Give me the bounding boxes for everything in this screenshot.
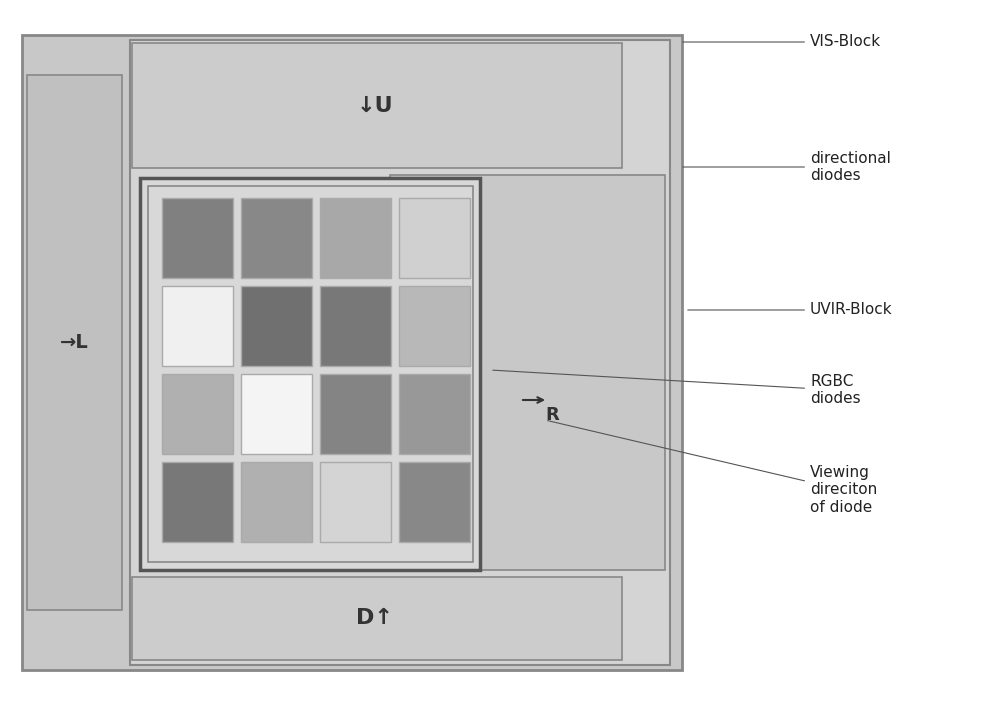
Bar bbox=[320, 374, 391, 454]
Bar bbox=[27, 75, 122, 610]
Bar bbox=[241, 286, 312, 366]
Bar bbox=[241, 198, 312, 278]
Bar bbox=[399, 374, 470, 454]
Bar bbox=[162, 374, 233, 454]
Bar bbox=[140, 178, 480, 570]
Bar bbox=[320, 462, 391, 542]
Text: R: R bbox=[545, 406, 559, 424]
Bar bbox=[132, 43, 622, 168]
Bar bbox=[162, 462, 233, 542]
Text: →L: →L bbox=[60, 333, 89, 352]
Text: directional
diodes: directional diodes bbox=[683, 151, 891, 183]
Text: RGBC
diodes: RGBC diodes bbox=[493, 370, 861, 406]
Bar bbox=[320, 286, 391, 366]
Bar bbox=[130, 40, 670, 665]
Text: D↑: D↑ bbox=[356, 609, 394, 629]
Bar bbox=[22, 35, 682, 670]
Text: VIS-Block: VIS-Block bbox=[683, 35, 881, 50]
Bar bbox=[320, 198, 391, 278]
Bar bbox=[241, 374, 312, 454]
Text: Viewing
direciton
of diode: Viewing direciton of diode bbox=[548, 421, 877, 515]
Bar bbox=[132, 577, 622, 660]
Bar bbox=[148, 186, 473, 562]
Bar bbox=[162, 198, 233, 278]
Bar bbox=[162, 286, 233, 366]
Bar bbox=[399, 286, 470, 366]
Text: UVIR-Block: UVIR-Block bbox=[688, 302, 893, 318]
Bar bbox=[241, 462, 312, 542]
Bar bbox=[399, 198, 470, 278]
Bar bbox=[399, 462, 470, 542]
Text: ↓U: ↓U bbox=[357, 95, 393, 115]
Bar bbox=[390, 175, 665, 570]
